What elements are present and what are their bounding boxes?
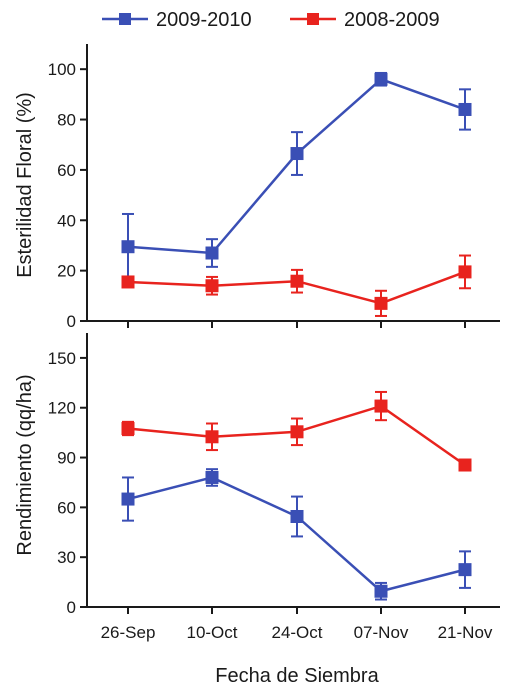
- data-point: [290, 274, 304, 288]
- legend-swatch-marker: [119, 13, 131, 25]
- y-axis-title: Esterilidad Floral (%): [14, 92, 36, 278]
- y-tick-label: 120: [48, 399, 76, 418]
- y-tick-label: 0: [67, 312, 76, 331]
- data-point: [374, 584, 388, 598]
- x-tick-label: 24-Oct: [271, 623, 322, 642]
- data-point: [374, 72, 388, 86]
- data-point: [458, 458, 472, 472]
- data-point: [458, 563, 472, 577]
- panel-rendimiento: Rendimiento (qq/ha) 0 30 60 90 120 150 26-Sep 1…: [14, 333, 500, 642]
- data-point: [205, 246, 219, 260]
- legend-swatch-marker: [307, 13, 319, 25]
- data-point: [121, 492, 135, 506]
- panel-esterilidad: Esterilidad Floral (%) 0 20 40 60 80 100: [14, 44, 500, 331]
- data-point: [290, 509, 304, 523]
- y-tick-label: 0: [67, 598, 76, 617]
- y-tick-label: 90: [57, 449, 76, 468]
- x-tick-label: 10-Oct: [186, 623, 237, 642]
- data-point: [374, 296, 388, 310]
- legend-label: 2008-2009: [344, 9, 440, 31]
- data-point: [458, 102, 472, 116]
- data-point: [121, 421, 135, 435]
- data-point: [290, 425, 304, 439]
- y-tick-label: 40: [57, 211, 76, 230]
- legend-item-2008-2009: 2008-2009: [290, 9, 440, 31]
- y-axis-title: Rendimiento (qq/ha): [14, 374, 36, 555]
- data-point: [205, 279, 219, 293]
- y-tick-label: 60: [57, 498, 76, 517]
- y-tick-label: 100: [48, 60, 76, 79]
- y-tick-label: 30: [57, 548, 76, 567]
- y-tick-label: 80: [57, 111, 76, 130]
- data-point: [458, 265, 472, 279]
- x-tick-label: 21-Nov: [438, 623, 493, 642]
- data-point: [374, 399, 388, 413]
- data-point: [121, 240, 135, 254]
- data-point: [205, 430, 219, 444]
- data-point: [121, 275, 135, 289]
- y-tick-label: 60: [57, 161, 76, 180]
- legend: 2009-2010 2008-2009: [102, 9, 440, 31]
- data-point: [290, 147, 304, 161]
- x-axis-title: Fecha de Siembra: [215, 665, 379, 687]
- legend-label: 2009-2010: [156, 9, 252, 31]
- y-tick-label: 20: [57, 262, 76, 281]
- x-tick-label: 26-Sep: [101, 623, 156, 642]
- x-tick-label: 07-Nov: [354, 623, 409, 642]
- y-tick-label: 150: [48, 349, 76, 368]
- data-point: [205, 470, 219, 484]
- legend-item-2009-2010: 2009-2010: [102, 9, 252, 31]
